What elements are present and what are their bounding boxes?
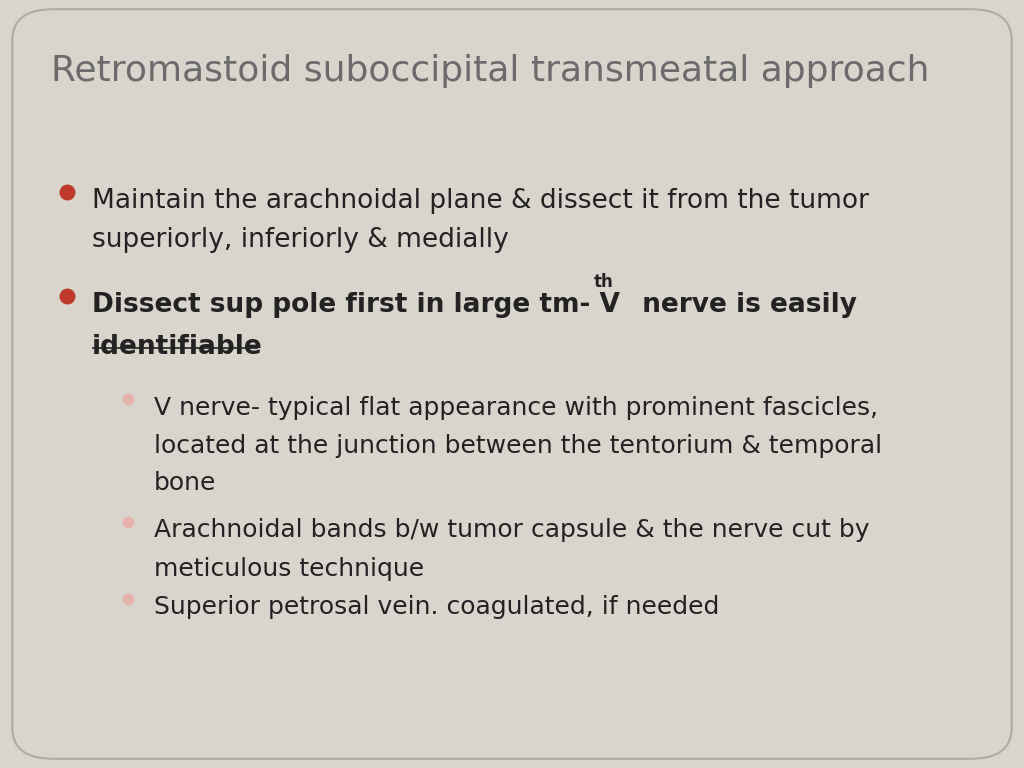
Point <box>58 186 75 198</box>
FancyBboxPatch shape <box>12 9 1012 759</box>
Text: V nerve- typical flat appearance with prominent fascicles,: V nerve- typical flat appearance with pr… <box>154 396 878 419</box>
Point <box>58 290 75 302</box>
Point <box>120 516 136 528</box>
Text: nerve is easily: nerve is easily <box>633 292 857 318</box>
Text: identifiable: identifiable <box>92 334 263 360</box>
Text: Maintain the arachnoidal plane & dissect it from the tumor: Maintain the arachnoidal plane & dissect… <box>92 188 869 214</box>
Point <box>120 593 136 605</box>
Text: Retromastoid suboccipital transmeatal approach: Retromastoid suboccipital transmeatal ap… <box>51 54 930 88</box>
Text: th: th <box>594 273 613 290</box>
Text: located at the junction between the tentorium & temporal: located at the junction between the tent… <box>154 434 882 458</box>
Text: Superior petrosal vein. coagulated, if needed: Superior petrosal vein. coagulated, if n… <box>154 595 719 619</box>
Point <box>120 393 136 406</box>
Text: Dissect sup pole first in large tm- V: Dissect sup pole first in large tm- V <box>92 292 621 318</box>
Text: Arachnoidal bands b/w tumor capsule & the nerve cut by: Arachnoidal bands b/w tumor capsule & th… <box>154 518 869 542</box>
Text: superiorly, inferiorly & medially: superiorly, inferiorly & medially <box>92 227 509 253</box>
Text: bone: bone <box>154 471 216 495</box>
Text: meticulous technique: meticulous technique <box>154 557 424 581</box>
